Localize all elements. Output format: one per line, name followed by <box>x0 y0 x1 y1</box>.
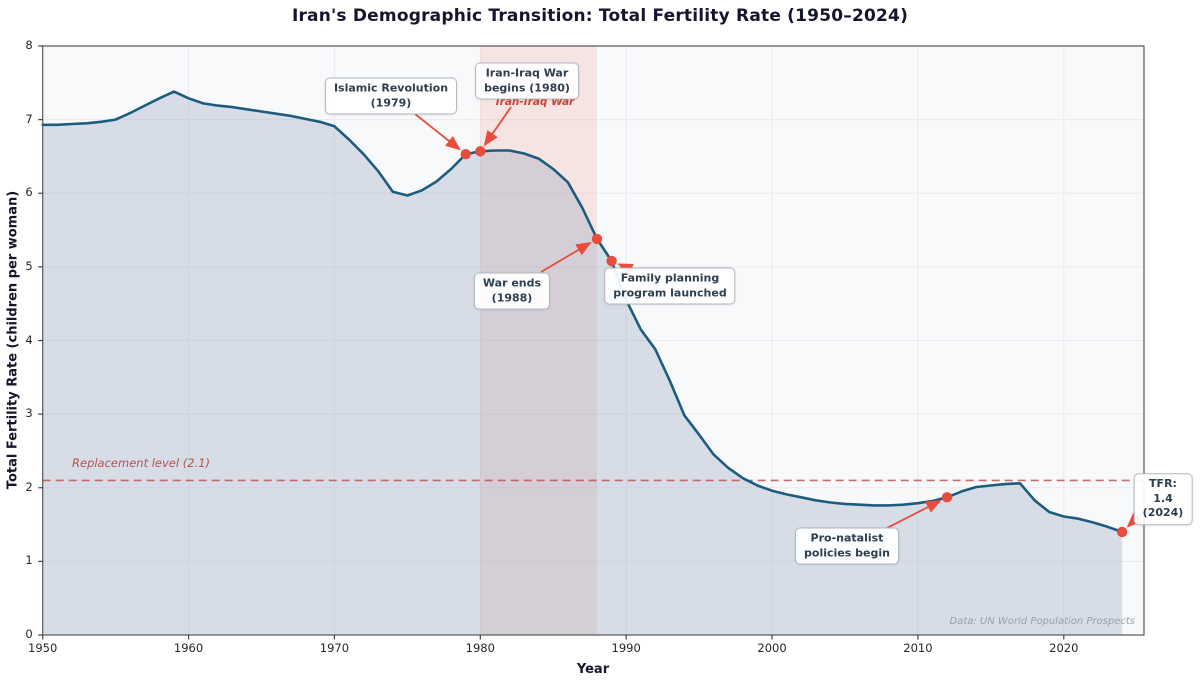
x-tick-label: 1960 <box>173 641 204 655</box>
y-tick-label: 1 <box>25 553 33 568</box>
pro-natalist-marker <box>941 492 953 503</box>
x-tick-label: 2010 <box>903 641 933 655</box>
war-period-band <box>480 46 597 635</box>
replacement-level-label: Replacement level (2.1) <box>72 456 210 470</box>
annotation-family-planning: Family planning program launched <box>604 267 736 305</box>
war-begins-marker <box>475 146 486 157</box>
tfr-2024-marker <box>1116 526 1128 538</box>
y-tick-label: 6 <box>25 185 33 200</box>
y-tick-label: 2 <box>25 479 33 494</box>
annotation-war-ends: War ends (1988) <box>473 272 551 310</box>
y-tick-label: 0 <box>25 627 33 641</box>
annotation-tfr-2024: TFR: 1.4 (2024) <box>1133 473 1193 525</box>
data-source-note: Data: UN World Population Prospects <box>949 616 1136 627</box>
annotation-war-begins: Iran-Iraq War begins (1980) <box>475 62 579 100</box>
islamic-revolution-arrow <box>414 113 461 151</box>
y-tick-label: 8 <box>25 38 33 52</box>
war-ends-marker <box>591 233 603 245</box>
x-tick-label: 1950 <box>28 641 58 655</box>
annotation-islamic-revolution: Islamic Revolution (1979) <box>324 77 458 115</box>
x-tick-label: 1980 <box>465 641 495 655</box>
x-tick-label: 2020 <box>1049 641 1079 655</box>
war-ends-arrow <box>540 242 592 273</box>
x-axis-label: Year <box>576 662 610 677</box>
pro-natalist-arrow <box>886 500 942 529</box>
y-tick-label: 5 <box>25 258 33 273</box>
x-tick-label: 2000 <box>757 641 787 655</box>
islamic-revolution-marker <box>460 149 471 160</box>
annotation-pro-natalist: Pro-natalist policies begin <box>795 527 899 565</box>
x-tick-label: 1990 <box>611 641 641 655</box>
x-tick-label: 1970 <box>319 641 350 655</box>
war-begins-arrow <box>483 106 512 147</box>
chart-title: Iran's Demographic Transition: Total Fer… <box>291 6 909 26</box>
y-tick-label: 4 <box>25 332 33 347</box>
y-tick-label: 3 <box>25 406 33 421</box>
y-tick-label: 7 <box>25 111 33 126</box>
family-planning-marker <box>606 255 617 267</box>
tfr-area-fill <box>42 91 1123 636</box>
